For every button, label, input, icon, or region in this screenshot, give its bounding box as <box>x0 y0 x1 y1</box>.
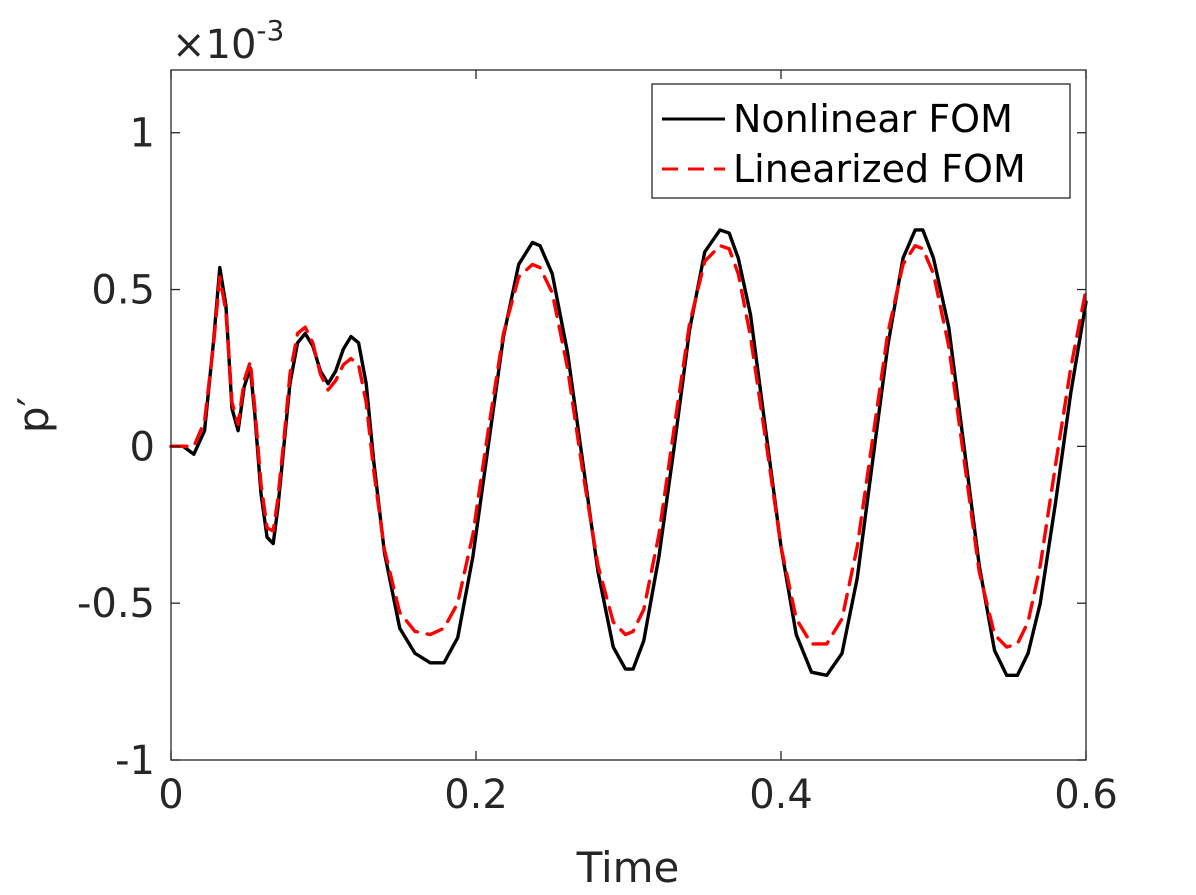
legend-label-nonlinear-fom: Nonlinear FOM <box>733 97 1013 141</box>
y-axis-label: p′ <box>9 397 58 433</box>
y-tick-label: 0.5 <box>91 268 155 314</box>
x-tick-label: 0.4 <box>749 772 813 818</box>
plot-frame <box>170 69 1087 761</box>
y-exponent-label: ×10-3 <box>172 14 284 68</box>
y-exponent-power: -3 <box>256 14 284 47</box>
series-line-nonlinear-fom <box>169 228 1088 678</box>
x-tick-label: 0.2 <box>444 772 508 818</box>
x-tick-label: 0.6 <box>1054 772 1118 818</box>
series-layer <box>169 228 1088 678</box>
y-tick-label: -0.5 <box>77 581 155 627</box>
y-tick-label: -1 <box>115 738 155 784</box>
y-tick-label: 0 <box>130 424 155 470</box>
legend-label-linearized-fom: Linearized FOM <box>733 147 1026 191</box>
y-exponent-base: ×10 <box>172 22 256 68</box>
legend-box <box>651 83 1071 199</box>
series-line-linearized-fom <box>169 243 1088 649</box>
legend: Nonlinear FOM Linearized FOM <box>651 83 1071 199</box>
x-tick-label: 0 <box>158 772 183 818</box>
y-tick-label: 1 <box>130 111 155 157</box>
tick-layer: 0 0.2 0.4 0.6 -1 -0.5 0 0.5 1 <box>77 70 1118 818</box>
x-axis-label: Time <box>576 843 680 892</box>
